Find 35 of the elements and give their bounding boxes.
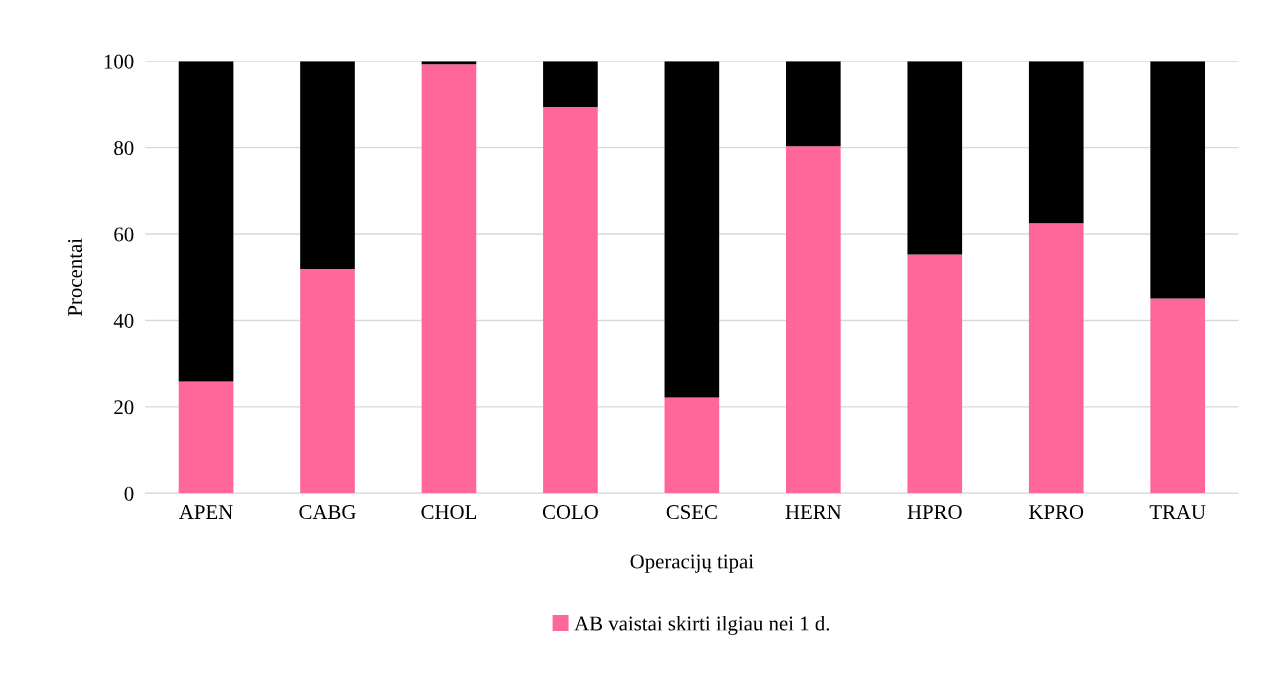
bar bbox=[907, 254, 963, 494]
bar bbox=[664, 61, 720, 398]
y-tick-label: 40 bbox=[113, 313, 134, 328]
y-tick-label: 80 bbox=[114, 141, 134, 156]
bar bbox=[907, 61, 963, 255]
x-axis-title: Operacijų tipai bbox=[630, 554, 754, 573]
y-tick-label: 0 bbox=[124, 486, 134, 501]
x-tick-label: HPRO bbox=[907, 505, 962, 520]
bar bbox=[421, 64, 477, 494]
x-tick-label: HERN bbox=[785, 505, 842, 519]
bar bbox=[1150, 61, 1206, 299]
bar bbox=[543, 61, 598, 108]
x-tick-label: APEN bbox=[179, 505, 233, 519]
y-tick-label: 60 bbox=[114, 227, 134, 242]
bar bbox=[178, 381, 234, 494]
x-tick-label: COLO bbox=[542, 505, 598, 520]
x-tick-label: CABG bbox=[299, 505, 356, 520]
bar bbox=[786, 61, 841, 147]
bar bbox=[178, 61, 234, 382]
bar bbox=[543, 107, 598, 494]
y-tick-label: 20 bbox=[114, 400, 134, 415]
x-tick-label: KPRO bbox=[1029, 505, 1084, 520]
legend-label: AB vaistai skirti ilgiau nei 1 d. bbox=[574, 615, 830, 635]
bar bbox=[664, 397, 720, 494]
y-tick-label: 100 bbox=[104, 54, 134, 69]
y-axis-title: Procentai bbox=[68, 238, 83, 317]
bar bbox=[300, 269, 355, 494]
bar bbox=[1028, 61, 1084, 224]
bar bbox=[300, 61, 355, 270]
bar bbox=[1150, 298, 1206, 494]
x-tick-label: CHOL bbox=[421, 505, 477, 520]
bar bbox=[786, 146, 841, 494]
bar bbox=[1028, 223, 1084, 494]
x-tick-label: CSEC bbox=[666, 505, 717, 520]
x-tick-label: TRAU bbox=[1149, 505, 1206, 520]
